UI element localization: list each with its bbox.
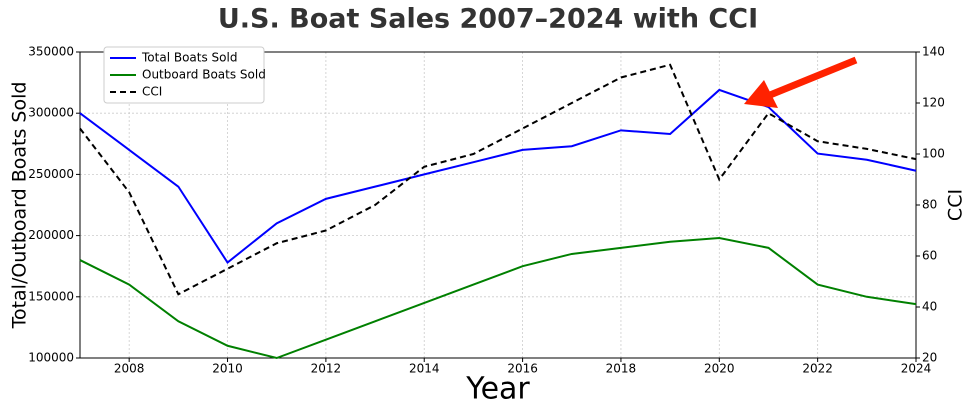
x-tick-label: 2024 [901, 362, 932, 376]
x-tick-label: 2008 [114, 362, 145, 376]
y2-tick-label: 20 [922, 351, 937, 365]
x-axis-label: Year [465, 372, 530, 407]
legend-box [103, 46, 265, 104]
x-tick-label: 2016 [507, 362, 538, 376]
x-tick-label: 2022 [802, 362, 833, 376]
y2-tick-label: 40 [922, 300, 937, 314]
y-tick-label: 350000 [28, 45, 74, 59]
legend-label: Total Boats Sold [141, 51, 237, 65]
x-tick-label: 2012 [311, 362, 342, 376]
y2-tick-label: 140 [922, 45, 945, 59]
y-tick-label: 150000 [28, 289, 74, 303]
y-axis-label: Total/Outboard Boats Sold [9, 82, 31, 330]
y-tick-label: 100000 [28, 351, 74, 365]
x-tick-label: 2020 [704, 362, 735, 376]
y2-tick-label: 80 [922, 198, 937, 212]
y2-tick-label: 120 [922, 96, 945, 110]
y2-tick-label: 100 [922, 147, 945, 161]
legend-label: Outboard Boats Sold [142, 68, 266, 82]
arrow-head [744, 80, 778, 108]
plot-area: 2008 2010 2012 2014 2016 2018 2020 2022 2024 1000… [28, 45, 945, 376]
series-line [79, 63, 917, 296]
y2-tick-label: 60 [922, 249, 937, 263]
y-tick-label: 300000 [28, 106, 74, 120]
legend-label: CCI [142, 85, 162, 99]
x-tick-label: 2018 [606, 362, 637, 376]
x-tick-label: 2010 [212, 362, 243, 376]
series-line [79, 88, 917, 264]
plot-frame [79, 51, 917, 359]
x-tick-label: 2014 [409, 362, 440, 376]
y-tick-label: 200000 [28, 228, 74, 242]
y2-axis-label: CCI [945, 189, 967, 221]
annotation-arrow [744, 56, 858, 108]
y-tick-label: 250000 [28, 167, 74, 181]
series-line [79, 237, 917, 360]
chart-title: U.S. Boat Sales 2007–2024 with CCI [218, 4, 758, 35]
arrow-shaft [768, 56, 858, 99]
